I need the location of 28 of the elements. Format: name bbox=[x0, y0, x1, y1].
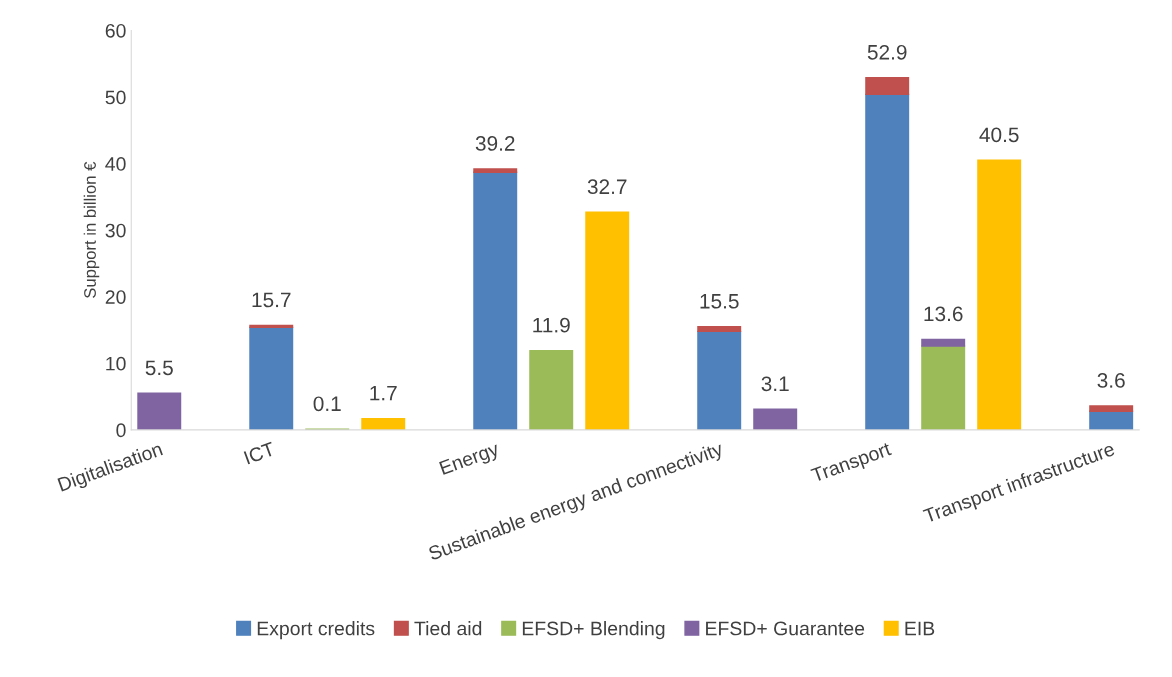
legend-label: EFSD+ Guarantee bbox=[706, 621, 865, 636]
x-tick-label: ICT bbox=[243, 441, 276, 465]
y-tick-label: 50 bbox=[105, 90, 126, 105]
total-label: 5.5 bbox=[145, 360, 173, 376]
y-tick-label: 10 bbox=[106, 356, 126, 371]
y-tick-label: 40 bbox=[105, 157, 126, 171]
total-label: 3.6 bbox=[1097, 373, 1125, 388]
total-label: 0.1 bbox=[313, 396, 341, 412]
total-label: 11.9 bbox=[533, 317, 570, 333]
legend-label: EFSD+ Blending bbox=[522, 621, 665, 640]
total-label: 1.7 bbox=[370, 385, 397, 401]
total-label: 52.9 bbox=[867, 44, 907, 60]
total-label: 15.5 bbox=[700, 294, 739, 309]
legend-label: Export credits bbox=[257, 621, 375, 640]
y-tick-label: 60 bbox=[105, 23, 126, 38]
x-tick-label: Energy bbox=[439, 441, 502, 479]
total-label: 13.6 bbox=[924, 306, 963, 322]
total-label: 39.2 bbox=[475, 136, 515, 151]
y-tick-label: 0 bbox=[116, 423, 126, 438]
y-axis-title: Support in billion € bbox=[83, 161, 100, 298]
y-tick-label: 30 bbox=[105, 223, 126, 238]
y-tick-label: 20 bbox=[105, 290, 126, 304]
total-label: 32.7 bbox=[587, 179, 627, 195]
legend-label: Tied aid bbox=[414, 621, 482, 636]
total-label: 3.1 bbox=[761, 376, 789, 392]
total-label: 40.5 bbox=[979, 127, 1019, 143]
total-label: 15.7 bbox=[252, 292, 291, 308]
legend-label: EIB bbox=[905, 621, 935, 636]
